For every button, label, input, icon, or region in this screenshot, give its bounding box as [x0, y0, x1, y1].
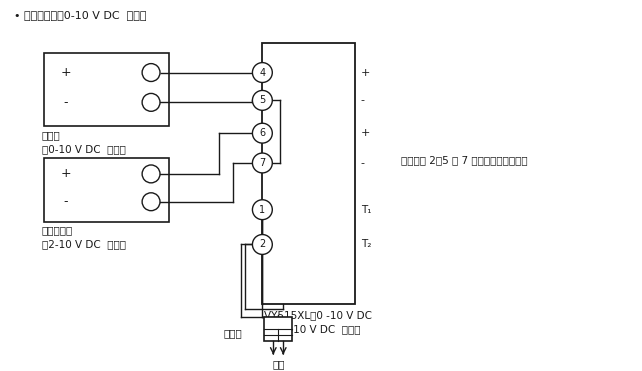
Text: -: -: [64, 195, 68, 208]
Text: （2-10 V DC  输入）: （2-10 V DC 输入）: [42, 240, 126, 250]
Text: 控制器: 控制器: [42, 130, 60, 140]
Text: +: +: [361, 128, 370, 138]
Text: 5: 5: [259, 95, 266, 105]
Circle shape: [142, 193, 160, 211]
Bar: [44, 158, 169, 221]
Circle shape: [252, 153, 272, 173]
Bar: [263, 43, 355, 304]
Text: -: -: [64, 96, 68, 109]
Bar: [265, 317, 292, 341]
Text: 6: 6: [259, 128, 265, 138]
Text: -: -: [361, 95, 365, 105]
Text: 注：端子 2，5 与 7 在执行器内部连接。: 注：端子 2，5 与 7 在执行器内部连接。: [401, 155, 528, 165]
Circle shape: [252, 63, 272, 82]
Text: T₂: T₂: [361, 239, 371, 249]
Circle shape: [142, 63, 160, 82]
Text: • 连接控制器（0-10 V DC  输出）: • 连接控制器（0-10 V DC 输出）: [14, 10, 146, 20]
Text: +: +: [361, 68, 370, 78]
Text: T₁: T₁: [361, 205, 371, 215]
Text: VY515XL（0 -10 V DC: VY515XL（0 -10 V DC: [265, 310, 372, 320]
Text: 7: 7: [259, 158, 266, 168]
Circle shape: [142, 165, 160, 183]
Bar: [44, 53, 169, 126]
Circle shape: [142, 93, 160, 111]
Text: +: +: [60, 66, 71, 79]
Text: 输入，2-10 V DC  输出）: 输入，2-10 V DC 输出）: [265, 324, 361, 334]
Text: 开度指示器: 开度指示器: [42, 226, 73, 236]
Text: （0-10 V DC  输出）: （0-10 V DC 输出）: [42, 144, 126, 154]
Text: 2: 2: [259, 239, 266, 249]
Circle shape: [252, 200, 272, 220]
Circle shape: [252, 123, 272, 143]
Text: -: -: [361, 158, 365, 168]
Circle shape: [252, 91, 272, 110]
Text: 变压器: 变压器: [223, 328, 243, 338]
Text: +: +: [60, 167, 71, 180]
Text: 4: 4: [259, 68, 265, 78]
Text: 电源: 电源: [272, 359, 284, 369]
Circle shape: [252, 234, 272, 255]
Text: 1: 1: [259, 205, 265, 215]
